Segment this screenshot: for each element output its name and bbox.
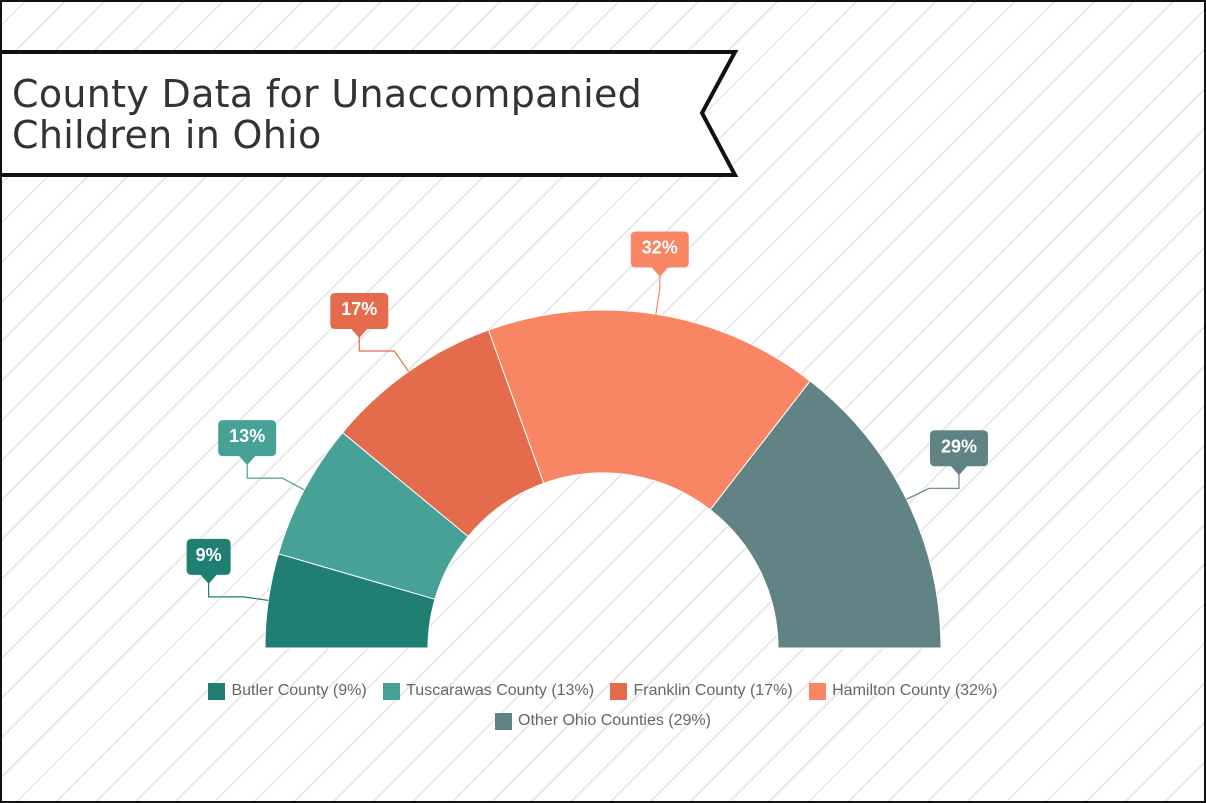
leader-line-butler bbox=[208, 574, 269, 601]
leader-line-franklin bbox=[358, 329, 410, 372]
title-banner bbox=[0, 50, 739, 177]
legend-item-hamilton[interactable]: Hamilton County (32%) bbox=[809, 682, 998, 700]
data-label-box-tuscarawas bbox=[218, 420, 277, 466]
legend-item-tuscarawas[interactable]: Tuscarawas County (13%) bbox=[383, 682, 594, 700]
legend-swatch bbox=[809, 682, 827, 700]
legend-label: Hamilton County (32%) bbox=[832, 682, 998, 699]
data-label-other: 29% bbox=[941, 436, 977, 456]
legend-item-butler[interactable]: Butler County (9%) bbox=[208, 682, 367, 700]
leader-line-tuscarawas bbox=[246, 456, 305, 491]
legend-item-franklin[interactable]: Franklin County (17%) bbox=[610, 682, 793, 700]
legend-swatch bbox=[495, 712, 512, 730]
legend-row-1: Butler County (9%) Tuscarawas County (13… bbox=[0, 682, 1206, 705]
slice-hamilton[interactable] bbox=[487, 309, 811, 511]
legend-label: Other Ohio Counties (29%) bbox=[518, 712, 711, 729]
legend-label: Franklin County (17%) bbox=[633, 682, 793, 699]
legend-swatch bbox=[610, 682, 628, 700]
legend-row-2: Other Ohio Counties (29%) bbox=[0, 712, 1206, 735]
legend-item-other[interactable]: Other Ohio Counties (29%) bbox=[495, 712, 711, 730]
data-label-box-franklin bbox=[330, 293, 389, 339]
legend-swatch bbox=[383, 682, 401, 700]
slice-other[interactable] bbox=[709, 380, 942, 649]
data-label-box-butler bbox=[186, 538, 231, 584]
legend-label: Tuscarawas County (13%) bbox=[406, 682, 595, 699]
chart-title-line-2: Children in Ohio bbox=[12, 113, 322, 157]
leader-line-other bbox=[906, 466, 960, 500]
data-label-hamilton: 32% bbox=[642, 237, 678, 257]
data-label-box-hamilton bbox=[630, 231, 689, 277]
chart-title-line-1: County Data for Unaccompanied bbox=[12, 72, 643, 116]
legend-swatch bbox=[208, 682, 226, 700]
data-label-tuscarawas: 13% bbox=[229, 426, 265, 446]
data-label-franklin: 17% bbox=[341, 299, 377, 319]
data-label-box-other bbox=[929, 430, 988, 476]
legend-label: Butler County (9%) bbox=[231, 682, 367, 699]
data-label-butler: 9% bbox=[196, 545, 222, 565]
